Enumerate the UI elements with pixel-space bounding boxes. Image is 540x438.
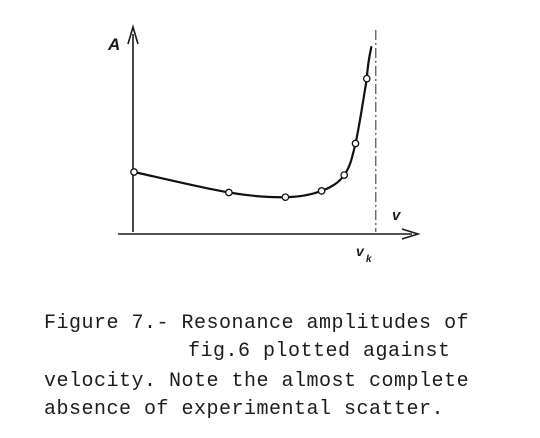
x-axis-arrow: [401, 228, 421, 240]
y-axis-label: A: [107, 35, 120, 54]
vk-label-subscript: k: [366, 254, 372, 265]
data-point: [225, 188, 233, 197]
caption-line-2: fig.6 plotted against: [188, 340, 451, 363]
data-point: [281, 193, 290, 202]
data-point: [340, 171, 349, 179]
data-point: [362, 74, 371, 83]
caption-line-3: velocity. Note the almost complete: [44, 370, 470, 393]
x-axis-label: v: [392, 207, 402, 224]
caption-line-4: absence of experimental scatter.: [44, 398, 445, 421]
data-point: [351, 139, 360, 148]
axes: [118, 24, 421, 240]
vk-label-main: v: [356, 243, 365, 259]
resonance-curve: [132, 46, 373, 199]
caption-line-1: Figure 7.- Resonance amplitudes of: [44, 312, 470, 335]
resonance-amplitude-figure: A v v k: [107, 24, 421, 265]
data-markers: [130, 74, 371, 202]
data-point: [317, 187, 326, 195]
data-point: [130, 168, 138, 176]
y-axis-arrow: [127, 24, 139, 45]
